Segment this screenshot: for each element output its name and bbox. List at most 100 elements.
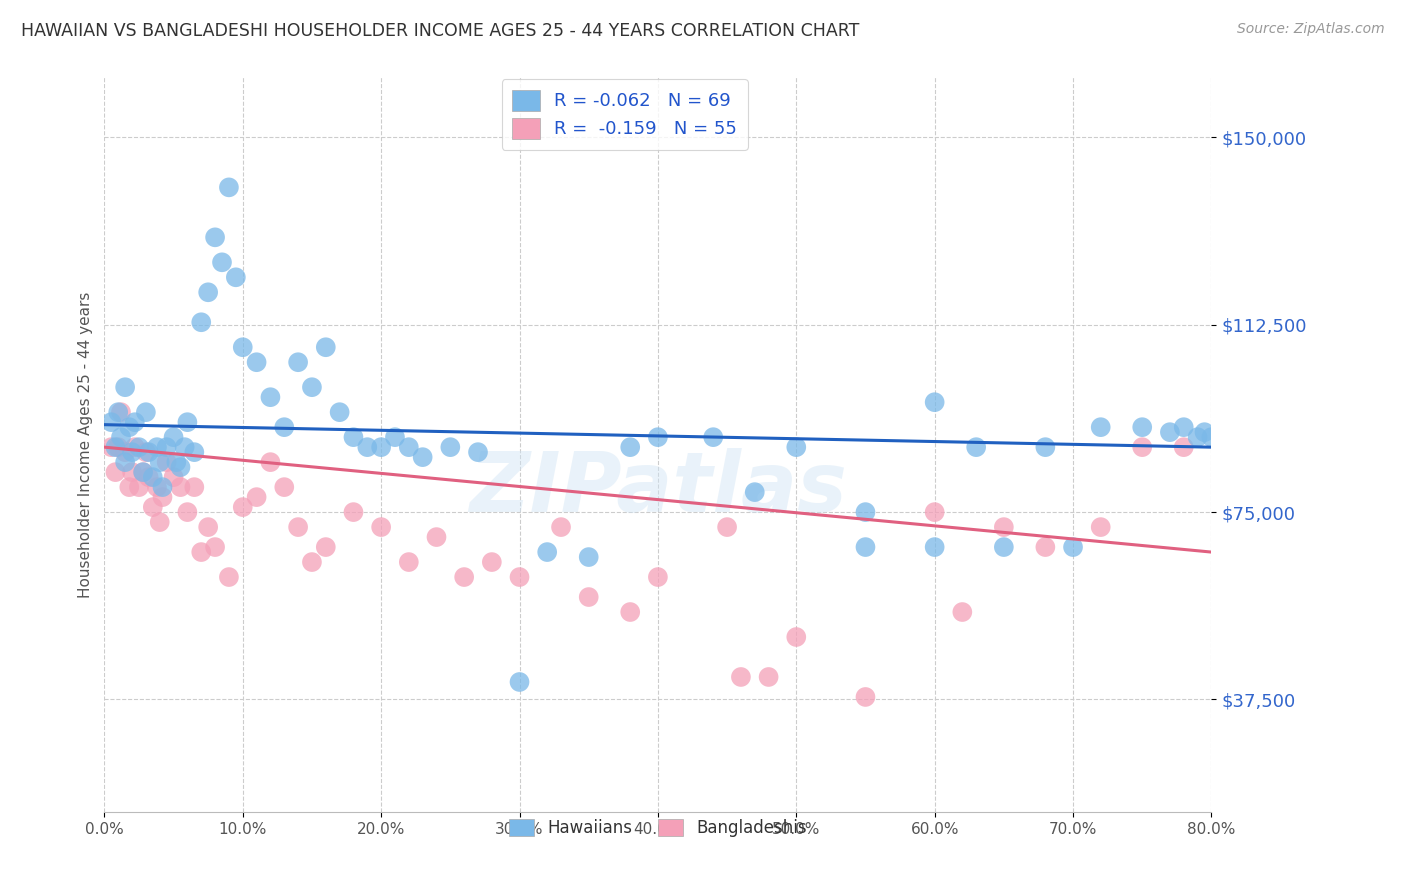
Point xyxy=(197,285,219,300)
Point xyxy=(1062,540,1084,554)
Point xyxy=(550,520,572,534)
Point xyxy=(716,520,738,534)
Y-axis label: Householder Income Ages 25 - 44 years: Householder Income Ages 25 - 44 years xyxy=(79,292,93,598)
Point xyxy=(152,480,174,494)
Point xyxy=(110,430,132,444)
Point xyxy=(156,455,179,469)
Point xyxy=(924,395,946,409)
Point xyxy=(100,415,122,429)
Point xyxy=(1173,440,1195,454)
Point xyxy=(142,470,165,484)
Point xyxy=(138,470,160,484)
Point xyxy=(370,520,392,534)
Point xyxy=(146,480,169,494)
Point xyxy=(342,430,364,444)
Point xyxy=(702,430,724,444)
Point xyxy=(259,390,281,404)
Point xyxy=(647,430,669,444)
Point xyxy=(453,570,475,584)
Point xyxy=(924,540,946,554)
Point xyxy=(204,230,226,244)
Point xyxy=(146,440,169,454)
Point xyxy=(1035,540,1057,554)
Text: ZIPatlas: ZIPatlas xyxy=(470,448,846,529)
Point xyxy=(114,445,136,459)
Point xyxy=(169,460,191,475)
Point xyxy=(509,675,531,690)
Point xyxy=(578,590,600,604)
Point xyxy=(329,405,352,419)
Point xyxy=(183,480,205,494)
Point xyxy=(225,270,247,285)
Point xyxy=(481,555,503,569)
Text: HAWAIIAN VS BANGLADESHI HOUSEHOLDER INCOME AGES 25 - 44 YEARS CORRELATION CHART: HAWAIIAN VS BANGLADESHI HOUSEHOLDER INCO… xyxy=(21,22,859,40)
Point xyxy=(1187,430,1209,444)
Point xyxy=(619,440,641,454)
Point xyxy=(135,445,157,459)
Point xyxy=(370,440,392,454)
Point xyxy=(218,180,240,194)
Point xyxy=(1035,440,1057,454)
Point xyxy=(107,440,129,454)
Point xyxy=(509,570,531,584)
Point xyxy=(104,465,127,479)
Point xyxy=(204,540,226,554)
Point xyxy=(273,420,295,434)
Point xyxy=(165,455,187,469)
Point xyxy=(356,440,378,454)
Point xyxy=(1130,420,1153,434)
Point xyxy=(218,570,240,584)
Point xyxy=(412,450,434,464)
Point xyxy=(132,465,155,479)
Point xyxy=(232,340,254,354)
Point xyxy=(855,540,877,554)
Point xyxy=(855,690,877,704)
Point xyxy=(744,485,766,500)
Point xyxy=(124,440,146,454)
Point xyxy=(162,430,184,444)
Point xyxy=(128,480,150,494)
Point xyxy=(149,515,172,529)
Point xyxy=(993,540,1015,554)
Point xyxy=(118,480,141,494)
Point xyxy=(785,630,807,644)
Point xyxy=(100,440,122,454)
Point xyxy=(190,545,212,559)
Point xyxy=(142,500,165,515)
Point xyxy=(1201,430,1223,444)
Point xyxy=(211,255,233,269)
Point xyxy=(1130,440,1153,454)
Point xyxy=(1194,425,1216,439)
Point xyxy=(176,505,198,519)
Point xyxy=(183,445,205,459)
Point xyxy=(287,520,309,534)
Point xyxy=(950,605,973,619)
Point xyxy=(924,505,946,519)
Point xyxy=(1090,520,1112,534)
Point xyxy=(384,430,406,444)
Point xyxy=(176,415,198,429)
Point xyxy=(132,465,155,479)
Point xyxy=(1173,420,1195,434)
Point xyxy=(259,455,281,469)
Point xyxy=(287,355,309,369)
Point xyxy=(246,355,269,369)
Point xyxy=(342,505,364,519)
Point xyxy=(965,440,987,454)
Point xyxy=(536,545,558,559)
Point xyxy=(315,540,337,554)
Point xyxy=(197,520,219,534)
Point xyxy=(315,340,337,354)
Point xyxy=(104,440,127,454)
Point xyxy=(156,440,179,454)
Point xyxy=(398,555,420,569)
Point xyxy=(114,455,136,469)
Point xyxy=(785,440,807,454)
Legend: Hawaiians, Bangladeshis: Hawaiians, Bangladeshis xyxy=(502,813,813,844)
Point xyxy=(578,550,600,565)
Point xyxy=(993,520,1015,534)
Point xyxy=(118,420,141,434)
Point xyxy=(138,445,160,459)
Point xyxy=(758,670,780,684)
Point xyxy=(135,405,157,419)
